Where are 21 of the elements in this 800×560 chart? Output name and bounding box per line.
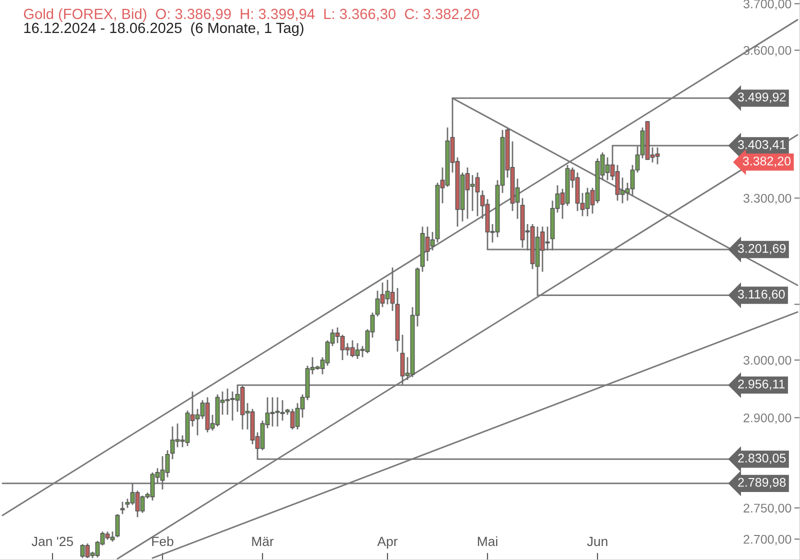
- annotation: 3.382,20: [742, 156, 791, 167]
- x-tick-label: Apr: [377, 536, 398, 549]
- x-tick-label: Feb: [152, 536, 174, 546]
- data-label: 3.116,60: [738, 290, 785, 300]
- text: Gold (FOREX, Bid) O: 3.386,99 H: 3.399,94 L: 3.366,30 C: 3.382,20: [24, 8, 480, 22]
- y-tick-label: 3.000,00: [743, 356, 792, 366]
- x-tick-label: Jan '25: [32, 536, 74, 546]
- y-tick-label: 3.300,00: [743, 194, 792, 204]
- data-label: 3.499,92: [738, 92, 786, 103]
- data-label: 2.789,98: [738, 478, 786, 488]
- data-label: 3.403,41: [738, 140, 786, 150]
- data-label: 3.201,69: [738, 244, 786, 254]
- text: 16.12.2024 - 18.06.2025 (6 Monate, 1 Tag): [24, 22, 304, 36]
- data-label: 2.830,05: [738, 454, 786, 464]
- x-tick-label: Jun: [587, 536, 608, 546]
- x-tick-label: Mär: [252, 536, 274, 546]
- x-tick-label: Mai: [478, 536, 498, 546]
- y-tick-label: 2.900,00: [744, 413, 792, 424]
- y-tick-label: 2.700,00: [744, 534, 792, 546]
- data-label: 2.956,11: [738, 380, 785, 390]
- y-tick-label: 2.750,00: [744, 504, 792, 514]
